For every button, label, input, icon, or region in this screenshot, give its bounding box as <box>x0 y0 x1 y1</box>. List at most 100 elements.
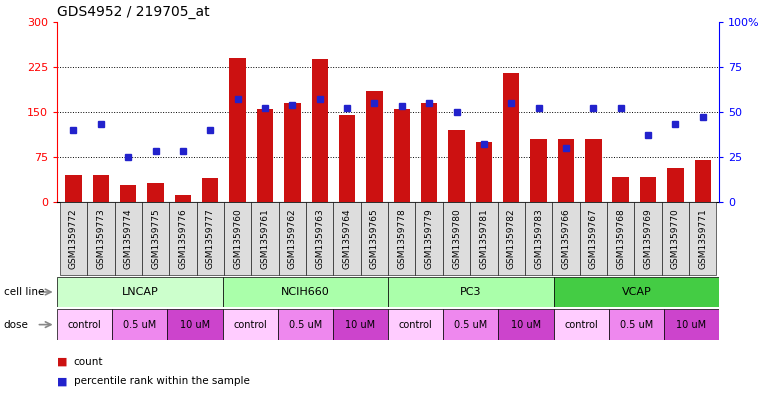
Bar <box>470 202 498 275</box>
Text: 10 uM: 10 uM <box>677 320 707 330</box>
Bar <box>222 309 278 340</box>
Text: GSM1359761: GSM1359761 <box>260 208 269 269</box>
Text: GSM1359766: GSM1359766 <box>562 208 571 269</box>
Text: GSM1359772: GSM1359772 <box>69 208 78 269</box>
Text: GSM1359774: GSM1359774 <box>124 208 132 269</box>
Text: GSM1359762: GSM1359762 <box>288 208 297 269</box>
Text: NCIH660: NCIH660 <box>281 287 330 297</box>
Text: LNCAP: LNCAP <box>122 287 158 297</box>
Bar <box>93 175 109 202</box>
Bar <box>695 160 711 202</box>
Bar <box>311 59 328 202</box>
Text: GSM1359765: GSM1359765 <box>370 208 379 269</box>
Bar <box>498 309 553 340</box>
Text: 0.5 uM: 0.5 uM <box>619 320 653 330</box>
Bar <box>60 202 88 275</box>
Text: VCAP: VCAP <box>622 287 651 297</box>
Bar <box>202 178 218 202</box>
Bar <box>251 202 279 275</box>
Bar <box>57 309 113 340</box>
Bar <box>229 58 246 202</box>
Text: GSM1359760: GSM1359760 <box>233 208 242 269</box>
Bar <box>114 202 142 275</box>
Text: GSM1359778: GSM1359778 <box>397 208 406 269</box>
Text: control: control <box>234 320 267 330</box>
Text: GSM1359770: GSM1359770 <box>671 208 680 269</box>
Bar <box>553 277 719 307</box>
Bar <box>306 202 333 275</box>
Bar <box>476 142 492 202</box>
Text: PC3: PC3 <box>460 287 482 297</box>
Bar <box>552 202 580 275</box>
Bar <box>57 277 222 307</box>
Bar <box>553 309 609 340</box>
Bar <box>525 202 552 275</box>
Bar <box>333 202 361 275</box>
Bar <box>613 177 629 202</box>
Text: GSM1359763: GSM1359763 <box>315 208 324 269</box>
Bar <box>222 277 388 307</box>
Text: GSM1359768: GSM1359768 <box>616 208 625 269</box>
Bar <box>142 202 169 275</box>
Text: GSM1359783: GSM1359783 <box>534 208 543 269</box>
Bar <box>169 202 196 275</box>
Bar <box>366 91 383 202</box>
Bar <box>609 309 664 340</box>
Text: GSM1359771: GSM1359771 <box>699 208 707 269</box>
Text: GSM1359769: GSM1359769 <box>644 208 652 269</box>
Bar <box>388 309 443 340</box>
Bar <box>635 202 662 275</box>
Bar <box>175 195 191 202</box>
Bar <box>256 109 273 202</box>
Text: 0.5 uM: 0.5 uM <box>288 320 322 330</box>
Text: GSM1359779: GSM1359779 <box>425 208 434 269</box>
Text: GSM1359780: GSM1359780 <box>452 208 461 269</box>
Bar <box>339 115 355 202</box>
Bar <box>530 139 547 202</box>
Text: GSM1359782: GSM1359782 <box>507 208 516 269</box>
Text: GSM1359773: GSM1359773 <box>97 208 105 269</box>
Bar <box>88 202 114 275</box>
Bar <box>448 130 465 202</box>
Bar <box>224 202 251 275</box>
Bar <box>65 175 81 202</box>
Text: GSM1359775: GSM1359775 <box>151 208 160 269</box>
Text: GSM1359767: GSM1359767 <box>589 208 598 269</box>
Text: percentile rank within the sample: percentile rank within the sample <box>74 376 250 386</box>
Text: GSM1359764: GSM1359764 <box>342 208 352 269</box>
Bar <box>333 309 388 340</box>
Bar <box>689 202 716 275</box>
Text: GSM1359776: GSM1359776 <box>178 208 187 269</box>
Bar <box>279 202 306 275</box>
Text: control: control <box>68 320 101 330</box>
Text: cell line: cell line <box>4 287 44 297</box>
Bar <box>393 109 410 202</box>
Bar <box>667 168 683 202</box>
Bar <box>607 202 635 275</box>
Text: control: control <box>399 320 432 330</box>
Bar <box>388 202 416 275</box>
Bar <box>113 309 167 340</box>
Bar <box>498 202 525 275</box>
Text: GSM1359777: GSM1359777 <box>205 208 215 269</box>
Bar <box>388 277 553 307</box>
Bar <box>196 202 224 275</box>
Bar <box>580 202 607 275</box>
Bar <box>148 183 164 202</box>
Text: 10 uM: 10 uM <box>511 320 541 330</box>
Bar <box>284 103 301 202</box>
Text: 0.5 uM: 0.5 uM <box>123 320 157 330</box>
Text: dose: dose <box>4 320 29 330</box>
Bar <box>558 139 574 202</box>
Bar <box>662 202 689 275</box>
Bar <box>503 73 520 202</box>
Text: 0.5 uM: 0.5 uM <box>454 320 488 330</box>
Bar <box>120 185 136 202</box>
Bar <box>443 202 470 275</box>
Bar <box>167 309 222 340</box>
Bar <box>664 309 719 340</box>
Text: GDS4952 / 219705_at: GDS4952 / 219705_at <box>57 5 210 19</box>
Text: ■: ■ <box>57 356 68 367</box>
Text: GSM1359781: GSM1359781 <box>479 208 489 269</box>
Bar <box>416 202 443 275</box>
